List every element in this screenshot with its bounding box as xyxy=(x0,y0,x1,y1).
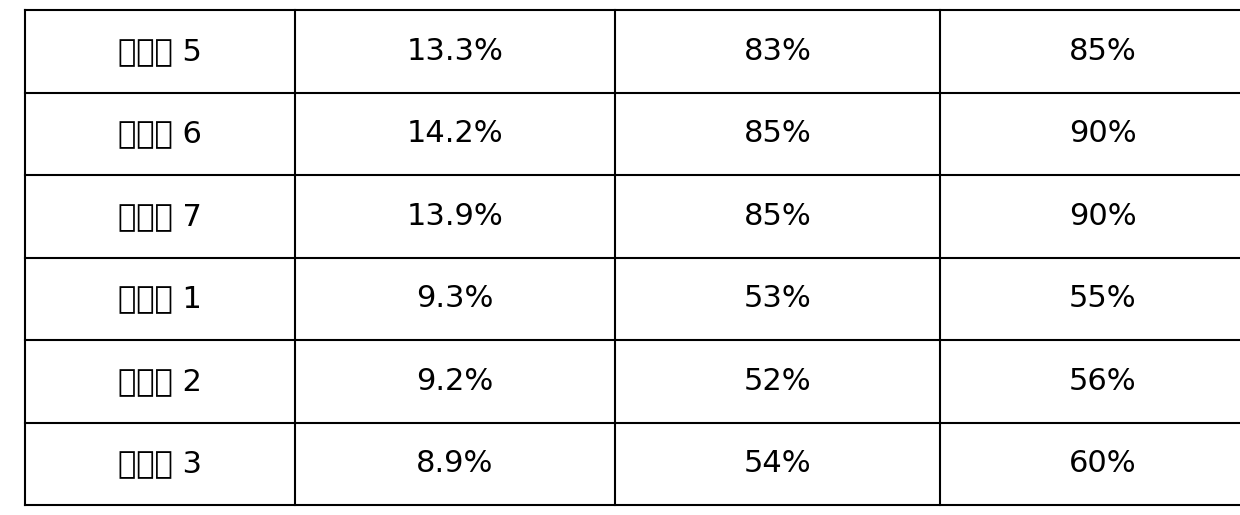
Text: 90%: 90% xyxy=(1069,119,1136,148)
Text: 9.3%: 9.3% xyxy=(417,284,494,313)
Text: 85%: 85% xyxy=(1069,37,1136,66)
Text: 实施例 6: 实施例 6 xyxy=(118,119,202,148)
Text: 56%: 56% xyxy=(1069,367,1136,396)
Text: 对比例 3: 对比例 3 xyxy=(118,449,202,478)
Text: 85%: 85% xyxy=(744,202,811,231)
Text: 实施例 7: 实施例 7 xyxy=(118,202,202,231)
Text: 对比例 1: 对比例 1 xyxy=(118,284,202,313)
Text: 对比例 2: 对比例 2 xyxy=(118,367,202,396)
Text: 14.2%: 14.2% xyxy=(407,119,503,148)
Text: 13.9%: 13.9% xyxy=(407,202,503,231)
Text: 90%: 90% xyxy=(1069,202,1136,231)
Text: 53%: 53% xyxy=(744,284,811,313)
Text: 83%: 83% xyxy=(744,37,811,66)
Text: 8.9%: 8.9% xyxy=(417,449,494,478)
Text: 85%: 85% xyxy=(744,119,811,148)
Text: 实施例 5: 实施例 5 xyxy=(118,37,202,66)
Text: 9.2%: 9.2% xyxy=(417,367,494,396)
Text: 52%: 52% xyxy=(744,367,811,396)
Text: 13.3%: 13.3% xyxy=(407,37,503,66)
Text: 54%: 54% xyxy=(744,449,811,478)
Text: 60%: 60% xyxy=(1069,449,1136,478)
Text: 55%: 55% xyxy=(1069,284,1136,313)
